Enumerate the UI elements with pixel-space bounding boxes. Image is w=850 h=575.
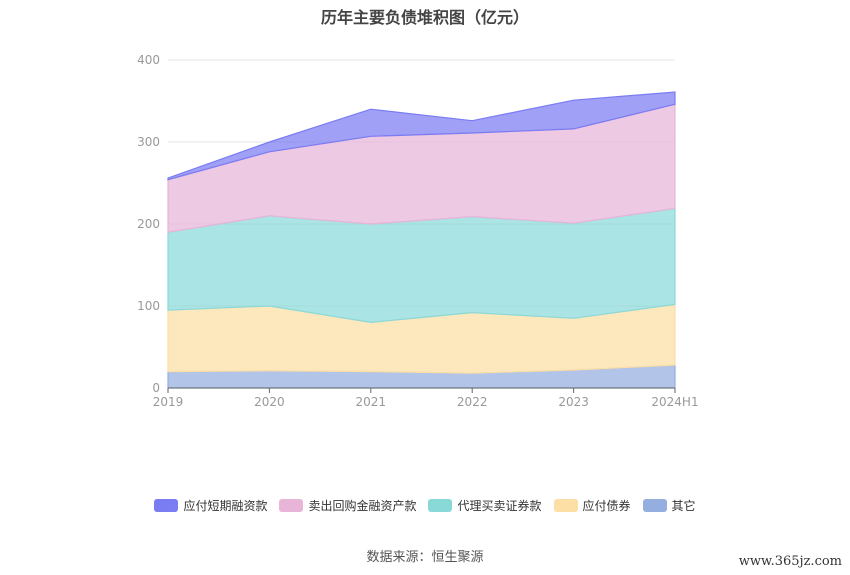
stacked-area-chart: 0 100 200 300 400 2019 2020 2021 2022 2023 2024H1 xyxy=(137,53,699,409)
legend-item[interactable]: 卖出回购金融资产款 xyxy=(279,497,416,514)
data-source-note: 数据来源：恒生聚源 xyxy=(366,550,484,565)
chart-title: 历年主要负债堆积图（亿元） xyxy=(320,8,529,27)
legend-label: 应付短期融资款 xyxy=(183,499,268,513)
area-应付短期融资款 xyxy=(167,91,676,181)
x-tick-label: 2021 xyxy=(356,395,387,409)
legend-swatch xyxy=(154,499,179,512)
legend-swatch xyxy=(279,499,304,512)
x-tick-label: 2020 xyxy=(254,395,285,409)
x-tick-label: 2024H1 xyxy=(651,395,698,409)
legend-item[interactable]: 应付债券 xyxy=(553,497,631,514)
legend-swatch xyxy=(428,499,453,512)
x-tick-label: 2023 xyxy=(558,395,589,409)
y-tick-label: 400 xyxy=(137,53,160,67)
area-series xyxy=(167,91,676,389)
chart-legend: 应付短期融资款 卖出回购金融资产款 代理买卖证券款 应付债券 其它 xyxy=(0,497,850,514)
axes: 0 100 200 300 400 2019 2020 2021 2022 2023 2024H1 xyxy=(137,53,699,409)
x-tick-label: 2022 xyxy=(457,395,488,409)
legend-label: 代理买卖证券款 xyxy=(457,499,542,513)
legend-swatch xyxy=(553,499,578,512)
x-tick-label: 2019 xyxy=(153,395,184,409)
y-tick-label: 200 xyxy=(137,217,160,231)
y-tick-label: 0 xyxy=(152,381,160,395)
site-watermark: www.365jz.com xyxy=(738,554,842,569)
area-代理买卖证券款 xyxy=(167,207,676,324)
legend-label: 应付债券 xyxy=(582,499,631,513)
legend-item[interactable]: 其它 xyxy=(642,497,696,514)
legend-label: 卖出回购金融资产款 xyxy=(308,499,417,513)
legend-item[interactable]: 代理买卖证券款 xyxy=(428,497,542,514)
y-tick-label: 300 xyxy=(137,135,160,149)
y-tick-label: 100 xyxy=(137,299,160,313)
legend-label: 其它 xyxy=(671,499,696,513)
legend-item[interactable]: 应付短期融资款 xyxy=(154,497,267,514)
legend-swatch xyxy=(642,499,667,512)
